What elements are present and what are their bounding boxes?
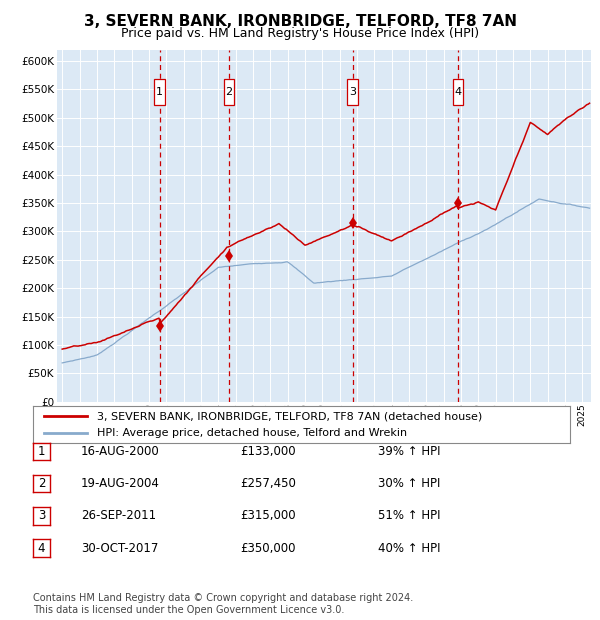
Text: 30-OCT-2017: 30-OCT-2017 xyxy=(81,542,158,554)
Text: 2: 2 xyxy=(226,87,233,97)
Text: 3: 3 xyxy=(38,510,45,522)
Text: 4: 4 xyxy=(38,542,45,554)
Text: 26-SEP-2011: 26-SEP-2011 xyxy=(81,510,156,522)
Text: 4: 4 xyxy=(455,87,461,97)
FancyBboxPatch shape xyxy=(347,79,358,105)
Text: 2: 2 xyxy=(38,477,45,490)
Text: 3, SEVERN BANK, IRONBRIDGE, TELFORD, TF8 7AN (detached house): 3, SEVERN BANK, IRONBRIDGE, TELFORD, TF8… xyxy=(97,411,482,421)
Text: £350,000: £350,000 xyxy=(240,542,296,554)
Text: 30% ↑ HPI: 30% ↑ HPI xyxy=(378,477,440,490)
Text: HPI: Average price, detached house, Telford and Wrekin: HPI: Average price, detached house, Telf… xyxy=(97,428,407,438)
FancyBboxPatch shape xyxy=(452,79,463,105)
Text: 16-AUG-2000: 16-AUG-2000 xyxy=(81,445,160,458)
Text: 1: 1 xyxy=(156,87,163,97)
Text: £133,000: £133,000 xyxy=(240,445,296,458)
FancyBboxPatch shape xyxy=(224,79,235,105)
Text: 40% ↑ HPI: 40% ↑ HPI xyxy=(378,542,440,554)
Text: 3: 3 xyxy=(349,87,356,97)
Text: 51% ↑ HPI: 51% ↑ HPI xyxy=(378,510,440,522)
Text: 3, SEVERN BANK, IRONBRIDGE, TELFORD, TF8 7AN: 3, SEVERN BANK, IRONBRIDGE, TELFORD, TF8… xyxy=(83,14,517,29)
Text: Contains HM Land Registry data © Crown copyright and database right 2024.
This d: Contains HM Land Registry data © Crown c… xyxy=(33,593,413,615)
Text: 1: 1 xyxy=(38,445,45,458)
Text: £257,450: £257,450 xyxy=(240,477,296,490)
Text: 39% ↑ HPI: 39% ↑ HPI xyxy=(378,445,440,458)
FancyBboxPatch shape xyxy=(154,79,165,105)
Text: Price paid vs. HM Land Registry's House Price Index (HPI): Price paid vs. HM Land Registry's House … xyxy=(121,27,479,40)
Text: 19-AUG-2004: 19-AUG-2004 xyxy=(81,477,160,490)
Text: £315,000: £315,000 xyxy=(240,510,296,522)
